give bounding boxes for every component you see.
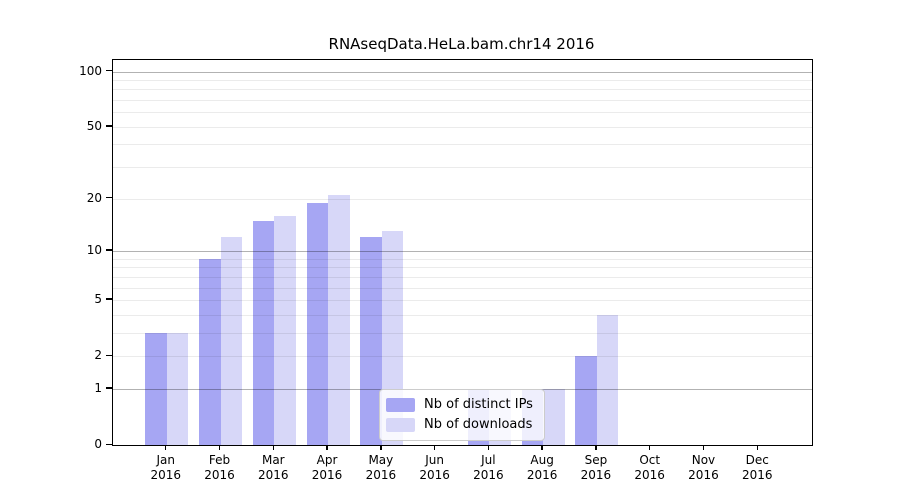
legend-row-downloads: Nb of downloads <box>386 417 533 432</box>
x-tick-mark-apr <box>326 445 328 450</box>
y-tick-label-50: 50 <box>86 118 102 133</box>
y-tick-label-1: 1 <box>94 380 102 395</box>
x-tick-label-jun: Jun 2016 <box>419 453 450 482</box>
legend-swatch-distinct-ips-icon <box>386 397 415 412</box>
gridline-minor-2 <box>113 356 812 358</box>
bar-downloads-jan <box>166 332 189 445</box>
y-tick-label-20: 20 <box>86 190 102 205</box>
bar-downloads-mar <box>274 215 296 445</box>
gridline-minor-80 <box>113 89 812 91</box>
y-tick-mark-50 <box>106 125 112 127</box>
x-tick-label-nov: Nov 2016 <box>688 453 719 482</box>
x-tick-mark-sep <box>595 445 597 450</box>
gridline-minor-4 <box>113 314 812 316</box>
legend-label-distinct-ips: Nb of distinct IPs <box>424 397 533 412</box>
plot-area: Nb of distinct IPs Nb of downloads <box>112 59 813 446</box>
bar-downloads-feb <box>220 237 243 445</box>
x-tick-label-apr: Apr 2016 <box>311 453 343 482</box>
gridline-minor-20 <box>113 198 812 200</box>
gridline-minor-5 <box>113 299 812 301</box>
y-tick-mark-100 <box>106 70 112 72</box>
x-tick-label-oct: Oct 2016 <box>634 453 665 482</box>
gridline-major-100 <box>113 71 812 73</box>
gridline-minor-8 <box>113 267 812 269</box>
y-tick-mark-10 <box>106 249 112 251</box>
x-tick-mark-feb <box>218 445 221 450</box>
gridline-minor-90 <box>113 79 812 81</box>
x-tick-mark-jan <box>165 445 167 450</box>
x-tick-label-mar: Mar 2016 <box>258 453 289 482</box>
y-tick-mark-20 <box>106 197 112 199</box>
bar-downloads-aug <box>543 388 565 445</box>
bar-distinct-ips-apr <box>306 202 329 445</box>
x-tick-label-may: May 2016 <box>365 453 397 482</box>
gridline-minor-60 <box>113 112 812 114</box>
gridline-minor-6 <box>113 287 812 289</box>
x-tick-mark-aug <box>541 445 543 450</box>
y-tick-mark-2 <box>106 354 112 356</box>
gridline-minor-7 <box>113 276 812 278</box>
gridline-minor-3 <box>113 332 812 334</box>
x-tick-mark-jul <box>487 445 490 450</box>
y-tick-label-5: 5 <box>94 291 102 306</box>
x-tick-label-dec: Dec 2016 <box>741 453 773 482</box>
gridline-minor-9 <box>113 258 812 260</box>
gridline-major-10 <box>113 250 812 252</box>
y-tick-mark-5 <box>106 298 112 300</box>
x-tick-mark-dec <box>756 445 758 450</box>
legend-swatch-downloads-icon <box>386 417 415 432</box>
gridline-minor-50 <box>113 126 812 128</box>
bar-downloads-sep <box>596 314 619 445</box>
bar-distinct-ips-mar <box>252 220 275 445</box>
bar-distinct-ips-feb <box>199 258 221 445</box>
legend: Nb of distinct IPs Nb of downloads <box>379 389 545 441</box>
bar-distinct-ips-jan <box>145 332 167 445</box>
x-tick-mark-oct <box>648 445 651 450</box>
x-tick-label-feb: Feb 2016 <box>204 453 235 482</box>
y-tick-mark-0 <box>106 443 112 445</box>
y-tick-label-2: 2 <box>94 348 102 363</box>
x-tick-mark-nov <box>702 445 705 450</box>
bar-downloads-apr <box>328 194 350 445</box>
gridline-minor-70 <box>113 100 812 102</box>
y-tick-label-100: 100 <box>79 63 102 78</box>
y-tick-label-0: 0 <box>94 437 102 451</box>
legend-label-downloads: Nb of downloads <box>424 417 533 432</box>
bar-distinct-ips-sep <box>575 356 597 445</box>
x-tick-label-jan: Jan 2016 <box>150 453 182 482</box>
x-tick-label-jul: Jul 2016 <box>473 453 504 482</box>
x-tick-mark-jun <box>433 445 436 450</box>
bar-distinct-ips-may <box>360 237 382 445</box>
gridline-minor-30 <box>113 167 812 169</box>
x-tick-label-aug: Aug 2016 <box>526 453 558 482</box>
gridline-minor-40 <box>113 144 812 146</box>
x-tick-mark-mar <box>272 445 274 450</box>
y-tick-mark-1 <box>106 387 112 389</box>
legend-row-distinct-ips: Nb of distinct IPs <box>386 397 533 412</box>
y-tick-label-10: 10 <box>86 242 102 257</box>
x-tick-label-sep: Sep 2016 <box>580 453 612 482</box>
chart-title: RNAseqData.HeLa.bam.chr14 2016 <box>328 35 595 53</box>
x-tick-mark-may <box>380 445 382 450</box>
